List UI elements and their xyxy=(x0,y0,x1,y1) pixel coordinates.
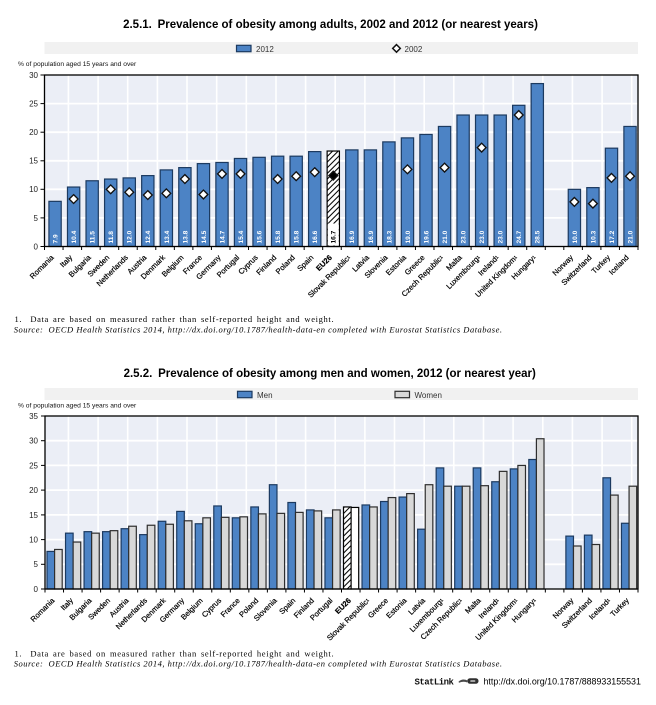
svg-text:10: 10 xyxy=(29,185,38,194)
svg-text:28.5: 28.5 xyxy=(535,230,542,243)
svg-text:http://dx.doi.org/10.1787/8889: http://dx.doi.org/10.1787/888933155531 xyxy=(484,677,641,687)
svg-text:23.0: 23.0 xyxy=(498,230,505,243)
svg-text:25: 25 xyxy=(29,100,38,109)
svg-text:25: 25 xyxy=(29,461,38,470)
svg-text:5: 5 xyxy=(34,560,39,569)
svg-text:16.6: 16.6 xyxy=(312,230,319,243)
svg-text:17.2: 17.2 xyxy=(609,230,616,243)
svg-text:2.5.1. Prevalence of obesity a: 2.5.1. Prevalence of obesity among adult… xyxy=(123,19,538,31)
svg-text:20: 20 xyxy=(29,128,38,137)
svg-text:15.4: 15.4 xyxy=(238,230,245,243)
svg-text:StatLink: StatLink xyxy=(415,678,455,688)
svg-text:1. Data are based on measured: 1. Data are based on measured rather tha… xyxy=(15,314,335,324)
svg-text:Men: Men xyxy=(257,391,273,400)
svg-text:10: 10 xyxy=(29,536,38,545)
svg-text:% of population aged 15 years: % of population aged 15 years and over xyxy=(18,403,137,410)
svg-text:16.9: 16.9 xyxy=(349,230,356,243)
svg-text:20: 20 xyxy=(29,486,38,495)
svg-text:15: 15 xyxy=(29,511,38,520)
svg-text:Source: OECD Health Statistic: Source: OECD Health Statistics 2014, htt… xyxy=(14,658,503,668)
svg-text:16.9: 16.9 xyxy=(368,230,375,243)
svg-text:15.8: 15.8 xyxy=(294,230,301,243)
svg-text:23.0: 23.0 xyxy=(461,230,468,243)
svg-text:0: 0 xyxy=(34,242,39,251)
svg-text:11.8: 11.8 xyxy=(108,231,115,244)
svg-text:21.0: 21.0 xyxy=(627,230,634,243)
svg-text:2012: 2012 xyxy=(256,45,274,54)
svg-text:24.7: 24.7 xyxy=(516,230,523,243)
svg-text:% of population aged 15 years: % of population aged 15 years and over xyxy=(18,61,137,68)
svg-text:10.4: 10.4 xyxy=(71,230,78,243)
svg-text:12.4: 12.4 xyxy=(145,230,152,243)
svg-text:13.8: 13.8 xyxy=(182,230,189,243)
svg-text:7.9: 7.9 xyxy=(52,234,59,243)
svg-text:21.0: 21.0 xyxy=(442,230,449,243)
svg-text:15.6: 15.6 xyxy=(256,230,263,243)
svg-text:2.5.2. Prevalence of obesity a: 2.5.2. Prevalence of obesity among men a… xyxy=(124,368,536,380)
svg-text:11.5: 11.5 xyxy=(90,231,97,244)
svg-text:13.4: 13.4 xyxy=(164,230,171,243)
svg-text:5: 5 xyxy=(34,214,39,223)
svg-text:Source: OECD Health Statistic: Source: OECD Health Statistics 2014, htt… xyxy=(14,324,503,334)
svg-text:23.0: 23.0 xyxy=(479,230,486,243)
svg-text:12.0: 12.0 xyxy=(127,230,134,243)
svg-text:18.3: 18.3 xyxy=(386,230,393,243)
svg-text:15: 15 xyxy=(29,157,38,166)
svg-text:0: 0 xyxy=(34,585,39,594)
svg-text:19.6: 19.6 xyxy=(423,230,430,243)
svg-text:2002: 2002 xyxy=(405,45,423,54)
svg-text:14.7: 14.7 xyxy=(219,230,226,243)
svg-text:15.8: 15.8 xyxy=(275,230,282,243)
svg-text:Women: Women xyxy=(415,391,442,400)
svg-text:30: 30 xyxy=(29,437,38,446)
svg-text:30: 30 xyxy=(29,71,38,80)
svg-text:10.3: 10.3 xyxy=(590,230,597,243)
svg-text:19.0: 19.0 xyxy=(405,230,412,243)
svg-text:16.7: 16.7 xyxy=(331,230,338,243)
svg-text:10.0: 10.0 xyxy=(572,230,579,243)
svg-text:1. Data are based on measured: 1. Data are based on measured rather tha… xyxy=(15,648,335,658)
svg-text:14.5: 14.5 xyxy=(201,230,208,243)
svg-text:35: 35 xyxy=(29,412,38,421)
